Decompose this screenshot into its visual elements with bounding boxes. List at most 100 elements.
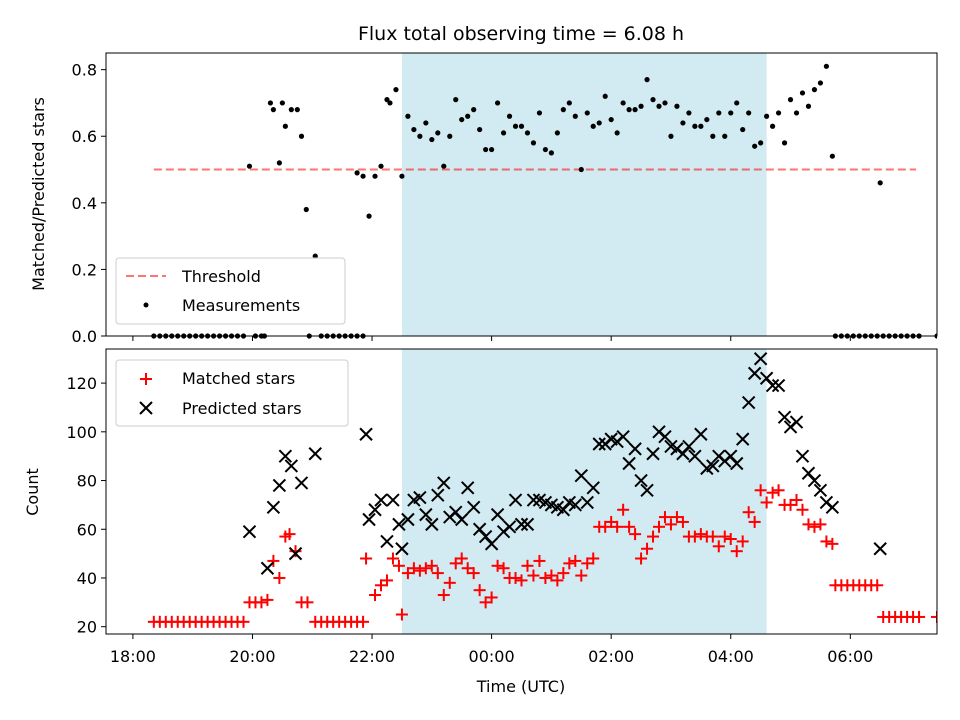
measurements-point: [303, 206, 309, 213]
matched-stars-point: [814, 518, 827, 531]
measurements-point: [405, 113, 411, 119]
measurements-point: [566, 100, 572, 106]
measurements-point: [572, 113, 578, 119]
matched-stars-point: [629, 528, 642, 541]
predicted-stars-point: [526, 493, 541, 507]
predicted-stars-point: [753, 352, 768, 366]
observing-window-span: [401, 349, 767, 634]
matched-stars-point: [261, 593, 274, 606]
legend-predicted-swatch: [139, 401, 153, 415]
measurements-point: [366, 213, 372, 219]
predicted-stars-point: [484, 537, 499, 551]
measurements-point: [483, 146, 489, 153]
matched-stars-point: [301, 596, 314, 609]
matched-stars-point: [557, 567, 570, 580]
matched-stars-point: [688, 530, 701, 543]
matched-stars-point: [527, 569, 540, 582]
predicted-stars-point: [813, 483, 828, 497]
predicted-stars-point: [640, 483, 654, 497]
measurements-point: [524, 130, 531, 136]
matched-stars-point: [706, 530, 719, 543]
measurements-point: [656, 103, 662, 109]
y-tick-label: 0.2: [72, 260, 97, 279]
matched-stars-point: [437, 589, 450, 602]
measurements-point: [494, 100, 501, 106]
top-panel: 0.0 0.2 0.4 0.6 0.8: [72, 52, 938, 346]
measurements-point: [279, 100, 285, 106]
legend-predicted-label: Predicted stars: [182, 399, 302, 418]
predicted-stars-point: [789, 415, 804, 429]
predicted-stars-point: [359, 427, 373, 441]
predicted-stars-point: [795, 449, 810, 463]
predicted-stars-point: [386, 493, 400, 507]
predicted-stars-point: [825, 500, 840, 515]
measurements-point: [536, 110, 543, 116]
predicted-stars-point: [592, 437, 606, 451]
measurements-point: [799, 90, 806, 96]
measurements-point: [378, 163, 384, 169]
predicted-stars-point: [508, 493, 523, 507]
y-tick-label: 0.6: [72, 127, 97, 146]
predicted-stars-point: [873, 542, 887, 556]
matched-stars-point: [255, 596, 268, 609]
matched-stars-point: [407, 562, 420, 575]
matched-stars-point: [413, 564, 426, 577]
matched-stars-point: [718, 530, 731, 543]
y-tick-label: 100: [66, 423, 97, 442]
matched-stars-point: [724, 533, 737, 545]
chart-title: Flux total observing time = 6.08 h: [358, 23, 684, 45]
predicted-stars-point: [294, 476, 309, 490]
matched-stars-point: [551, 574, 564, 587]
measurements-point: [602, 93, 608, 99]
predicted-stars-point: [242, 524, 257, 539]
predicted-stars-point: [771, 378, 786, 393]
measurements-point: [530, 140, 537, 146]
predicted-stars-point: [308, 447, 322, 461]
measurements-point: [716, 110, 722, 116]
matched-stars-point: [455, 552, 468, 565]
predicted-stars-point: [694, 427, 708, 441]
matched-stars-point: [742, 506, 755, 519]
measurements-point: [554, 130, 560, 136]
matched-stars-point: [491, 559, 504, 572]
measurements-point: [453, 97, 459, 103]
predicted-stars-point: [260, 561, 275, 575]
matched-stars-point: [289, 545, 302, 558]
matched-stars-point: [380, 574, 393, 587]
matched-stars-point: [273, 571, 286, 584]
measurements-point: [312, 253, 318, 259]
predicted-stars-point: [658, 429, 672, 444]
measurements-point: [614, 130, 620, 136]
matched-stars-point: [754, 484, 767, 497]
x-tick-label: 02:00: [588, 647, 634, 666]
matched-stars-point: [386, 552, 399, 565]
matched-stars-point: [533, 554, 546, 567]
matched-stars-point: [587, 552, 600, 565]
predicted-stars-point: [425, 517, 439, 532]
bottom-panel: 20 40 60 80 100 120 18:00 20:00 22:00 00:00 02:00 0…: [66, 348, 938, 666]
measurements-point: [752, 143, 758, 149]
measurements-point: [548, 150, 554, 156]
predicted-stars-point: [431, 488, 445, 502]
measurements-point: [578, 166, 584, 173]
x-tick-label: 20:00: [229, 647, 275, 666]
matched-stars-point: [431, 567, 444, 580]
matched-stars-point: [736, 535, 749, 548]
measurements-point: [360, 173, 366, 179]
predicted-stars-point: [380, 534, 394, 549]
predicted-stars-point: [574, 468, 588, 483]
measurements-point: [384, 97, 390, 103]
measurements-point: [435, 130, 441, 136]
measurements-point: [740, 126, 746, 133]
matched-stars-point: [569, 554, 582, 567]
matched-stars-point: [419, 562, 432, 575]
matched-stars-point: [563, 557, 576, 570]
measurements-point: [746, 110, 752, 116]
measurements-point: [698, 123, 704, 129]
measurements-point: [608, 116, 614, 123]
measurements-point: [692, 123, 698, 129]
predicted-stars-point: [586, 481, 600, 495]
measurements-point: [471, 107, 477, 113]
top-legend: Threshold Measurements: [115, 257, 346, 325]
predicted-stars-point: [374, 493, 388, 507]
